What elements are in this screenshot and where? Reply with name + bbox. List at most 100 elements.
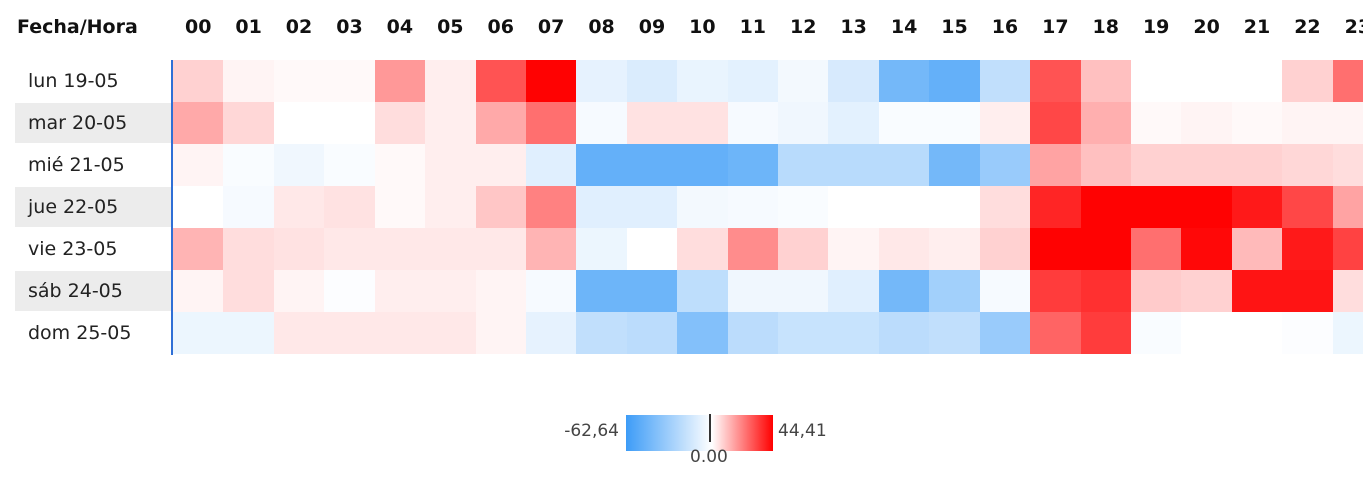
heatmap-cell: [1131, 186, 1181, 228]
heatmap-cell: [223, 186, 274, 228]
heatmap-cell: [223, 228, 274, 270]
row-label: mar 20-05: [15, 103, 171, 143]
column-header: 10: [689, 16, 716, 38]
heatmap-cell: [476, 186, 526, 228]
heatmap-cell: [1030, 60, 1081, 102]
column-header: 08: [588, 16, 615, 38]
column-header: 07: [537, 16, 565, 38]
heatmap-cell: [677, 270, 728, 312]
heatmap-cell: [375, 186, 425, 228]
heatmap-cell: [375, 144, 425, 186]
heatmap-cell: [1282, 102, 1333, 144]
heatmap-cell: [324, 102, 375, 144]
heatmap-cell: [1131, 144, 1181, 186]
heatmap-cell: [576, 270, 627, 312]
heatmap-cell: [879, 312, 929, 354]
heatmap-cell: [1282, 186, 1333, 228]
heatmap-cell: [223, 270, 274, 312]
heatmap-cell: [576, 312, 627, 354]
column-header: 22: [1294, 16, 1321, 38]
heatmap-cell: [1131, 312, 1181, 354]
heatmap-cell: [476, 102, 526, 144]
column-header: 01: [235, 16, 262, 38]
heatmap-cell: [173, 270, 223, 312]
heatmap-cell: [1333, 186, 1363, 228]
row-label: jue 22-05: [15, 187, 171, 227]
heatmap-cell: [476, 228, 526, 270]
legend-max-label: 44,41: [778, 421, 827, 441]
heatmap-cell: [728, 228, 778, 270]
heatmap-cell: [425, 228, 476, 270]
heatmap-cell: [526, 312, 576, 354]
heatmap-cell: [1131, 102, 1181, 144]
heatmap-cell: [929, 60, 980, 102]
heatmap-cell: [1333, 102, 1363, 144]
heatmap-cell: [476, 60, 526, 102]
heatmap-cell: [879, 228, 929, 270]
heatmap-cell: [1030, 102, 1081, 144]
heatmap-cell: [1333, 312, 1363, 354]
row-label: mié 21-05: [28, 154, 125, 176]
heatmap-cell: [1081, 144, 1131, 186]
column-header: 03: [336, 16, 363, 38]
heatmap-cell: [828, 228, 879, 270]
row-label: dom 25-05: [28, 322, 132, 344]
legend-gradient-bar: [626, 415, 773, 451]
heatmap-cell: [476, 144, 526, 186]
heatmap-cell: [627, 60, 677, 102]
heatmap-cell: [425, 270, 476, 312]
column-header: 21: [1243, 16, 1271, 38]
heatmap-cell: [223, 60, 274, 102]
column-header: 23: [1344, 16, 1363, 38]
heatmap-cell: [778, 312, 828, 354]
heatmap-cell: [1282, 144, 1333, 186]
heatmap-cell: [173, 186, 223, 228]
heatmap-cell: [677, 144, 728, 186]
column-header: 17: [1042, 16, 1069, 38]
heatmap-cell: [173, 60, 223, 102]
heatmap-cell: [526, 186, 576, 228]
heatmap-cell: [1081, 186, 1131, 228]
heatmap-cell: [1081, 60, 1131, 102]
heatmap-cell: [173, 312, 223, 354]
column-header: 15: [941, 16, 968, 38]
heatmap-cell: [576, 60, 627, 102]
heatmap-cell: [879, 102, 929, 144]
column-header: 20: [1193, 16, 1220, 38]
heatmap-cell: [1030, 144, 1081, 186]
heatmap-cell: [526, 270, 576, 312]
heatmap-cell: [425, 144, 476, 186]
heatmap-cell: [728, 60, 778, 102]
heatmap-cell: [728, 186, 778, 228]
heatmap-cell: [728, 102, 778, 144]
heatmap-cell: [375, 270, 425, 312]
column-header: 14: [890, 16, 918, 38]
heatmap-cell: [526, 144, 576, 186]
heatmap-cell: [1282, 312, 1333, 354]
heatmap-cell: [677, 186, 728, 228]
heatmap-cell: [778, 60, 828, 102]
heatmap-cell: [173, 228, 223, 270]
heatmap-cell: [1081, 312, 1131, 354]
heatmap-cell: [526, 60, 576, 102]
heatmap-cell: [274, 144, 324, 186]
heatmap-cell: [1282, 60, 1333, 102]
heatmap-cell: [1081, 270, 1131, 312]
heatmap-cell: [1333, 228, 1363, 270]
heatmap-cell: [627, 102, 677, 144]
column-header: 05: [437, 16, 464, 38]
heatmap-cell: [828, 102, 879, 144]
column-header: 12: [790, 16, 817, 38]
heatmap-cell: [1232, 60, 1282, 102]
heatmap-cell: [274, 186, 324, 228]
heatmap-cell: [627, 186, 677, 228]
heatmap-cell: [677, 312, 728, 354]
heatmap-cell: [324, 60, 375, 102]
heatmap-cell: [980, 270, 1030, 312]
heatmap-cell: [324, 228, 375, 270]
heatmap-cell: [375, 228, 425, 270]
heatmap-cell: [1181, 60, 1232, 102]
heatmap-cell: [929, 228, 980, 270]
heatmap-cell: [980, 312, 1030, 354]
heatmap-cell: [1030, 186, 1081, 228]
